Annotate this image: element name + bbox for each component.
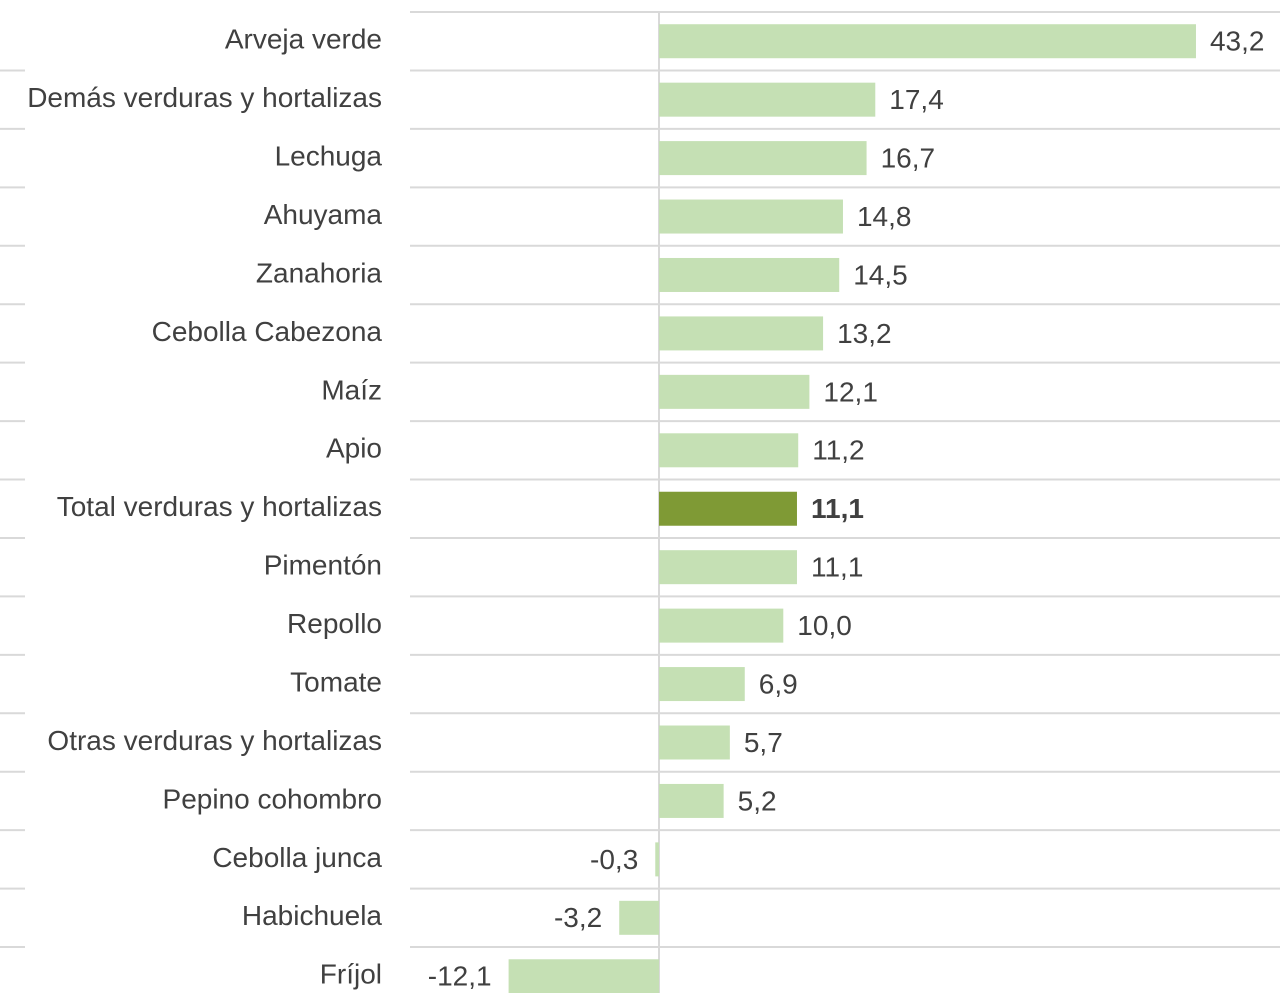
- category-label: Cebolla junca: [212, 842, 382, 873]
- category-label: Ahuyama: [264, 199, 383, 230]
- bar: [659, 257, 840, 292]
- category-label: Otras verduras y hortalizas: [47, 725, 382, 756]
- value-label: 11,1: [811, 493, 864, 524]
- value-label: 16,7: [881, 142, 936, 173]
- value-label: -3,2: [554, 902, 602, 933]
- category-label: Demás verduras y hortalizas: [27, 82, 382, 113]
- bar: [659, 550, 797, 585]
- value-label: 43,2: [1210, 26, 1265, 57]
- bar: [659, 374, 810, 409]
- value-label: -12,1: [428, 961, 492, 992]
- category-label: Repollo: [287, 608, 382, 639]
- bar: [659, 316, 824, 351]
- bar: [508, 959, 659, 993]
- value-label: 5,2: [738, 785, 777, 816]
- category-label: Apio: [326, 433, 382, 464]
- category-label: Maíz: [321, 374, 382, 405]
- value-label: 17,4: [889, 84, 944, 115]
- bar: [659, 608, 784, 643]
- category-label: Cebolla Cabezona: [152, 316, 383, 347]
- bar: [619, 900, 659, 935]
- category-label: Fríjol: [320, 959, 382, 990]
- value-label: -0,3: [590, 844, 638, 875]
- category-label: Lechuga: [275, 140, 383, 171]
- bar: [659, 667, 745, 702]
- bar: [659, 82, 876, 117]
- value-label: 14,8: [857, 201, 912, 232]
- bar: [659, 141, 867, 176]
- bar: [659, 24, 1196, 59]
- category-label: Pimentón: [264, 550, 382, 581]
- value-label: 10,0: [797, 610, 852, 641]
- bar: [655, 842, 659, 877]
- value-label: 5,7: [744, 727, 783, 758]
- bar: [659, 491, 797, 526]
- value-label: 13,2: [837, 318, 892, 349]
- value-label: 14,5: [853, 259, 908, 290]
- category-label: Total verduras y hortalizas: [57, 491, 382, 522]
- bar: [659, 725, 730, 760]
- bar: [659, 433, 799, 468]
- value-label: 11,1: [811, 552, 863, 583]
- category-label: Arveja verde: [225, 24, 382, 55]
- value-label: 12,1: [823, 376, 878, 407]
- value-label: 11,2: [812, 435, 864, 466]
- category-label: Pepino cohombro: [163, 783, 382, 814]
- value-label: 6,9: [759, 668, 798, 699]
- category-label: Tomate: [290, 666, 382, 697]
- bar: [659, 783, 724, 818]
- bar: [659, 199, 843, 234]
- category-label: Zanahoria: [256, 257, 383, 288]
- category-label: Habichuela: [242, 900, 383, 931]
